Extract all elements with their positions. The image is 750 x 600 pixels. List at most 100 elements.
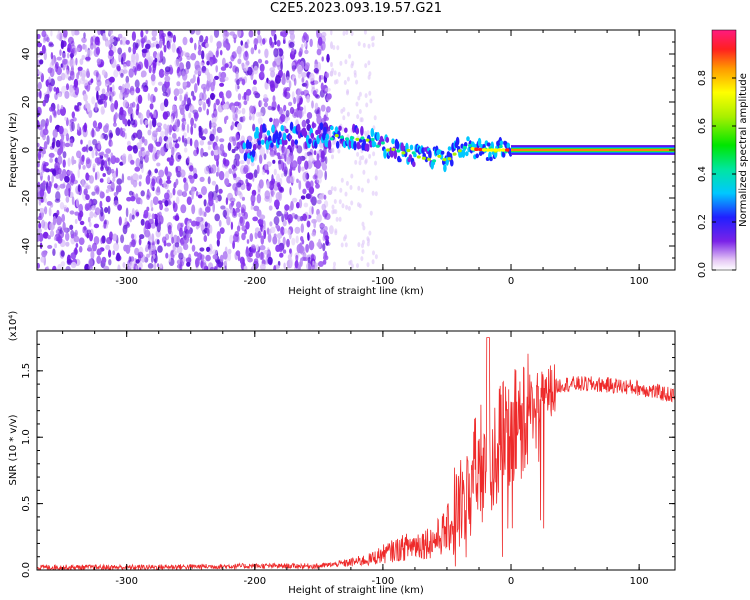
ridge-blob (255, 126, 259, 133)
noise-blob (285, 76, 290, 83)
noise-blob (333, 261, 336, 267)
noise-blob (101, 108, 106, 114)
ridge-blob (257, 140, 262, 145)
noise-blob (278, 107, 283, 115)
noise-blob (37, 42, 42, 48)
noise-blob (182, 81, 188, 87)
noise-blob (129, 213, 133, 223)
noise-blob (374, 175, 378, 181)
ridge-blob (370, 127, 375, 138)
noise-blob (69, 53, 75, 58)
noise-blob (97, 122, 103, 130)
noise-blob (94, 157, 100, 164)
noise-blob (130, 233, 135, 240)
noise-blob (64, 116, 67, 121)
noise-blob (172, 187, 176, 196)
noise-blob (150, 255, 154, 264)
noise-blob (236, 134, 240, 141)
noise-blob (113, 242, 120, 252)
noise-blob (43, 34, 49, 42)
noise-blob (241, 208, 246, 217)
noise-blob (215, 98, 220, 106)
noise-blob (219, 128, 223, 133)
noise-blob (253, 258, 259, 265)
ridge-hot-blob (447, 157, 452, 161)
noise-blob (162, 111, 169, 120)
noise-blob (341, 203, 345, 209)
noise-blob (71, 111, 76, 119)
noise-blob (346, 89, 350, 94)
noise-blob (99, 178, 104, 183)
noise-blob (263, 153, 267, 160)
noise-blob (131, 53, 136, 63)
noise-blob (232, 183, 238, 191)
noise-blob (152, 130, 158, 138)
noise-blob (127, 176, 132, 181)
noise-blob (41, 219, 46, 229)
noise-blob (274, 118, 280, 127)
noise-blob (333, 199, 337, 204)
noise-blob (344, 242, 348, 248)
noise-blob (42, 99, 46, 107)
noise-blob (179, 169, 186, 178)
noise-blob (74, 86, 80, 96)
noise-blob (54, 198, 61, 203)
noise-blob (167, 31, 172, 37)
noise-blob (103, 153, 109, 158)
noise-blob (356, 114, 360, 120)
ridge-blob (443, 164, 447, 173)
noise-blob (366, 178, 370, 184)
noise-blob (86, 229, 92, 235)
noise-blob (77, 102, 82, 107)
noise-blob (108, 49, 114, 57)
noise-blob (170, 115, 174, 124)
noise-blob (186, 220, 191, 231)
noise-blob (341, 126, 345, 132)
noise-blob (205, 98, 210, 105)
noise-blob (176, 189, 183, 197)
noise-blob (40, 198, 44, 203)
noise-blob (310, 254, 316, 262)
noise-blob (209, 266, 215, 270)
noise-blob (102, 173, 106, 177)
noise-blob (209, 133, 215, 142)
noise-blob (351, 60, 355, 66)
ridge-hot-blob (457, 149, 462, 153)
noise-blob (110, 181, 115, 192)
colorbar-ticks: 0.0 0.2 0.4 0.6 0.8 (697, 70, 736, 278)
noise-blob (145, 30, 149, 35)
noise-blob (320, 162, 327, 167)
noise-blob (371, 190, 375, 196)
noise-blob (150, 93, 155, 104)
noise-blob (150, 245, 157, 252)
noise-blob (235, 250, 241, 257)
noise-blob (249, 233, 254, 242)
noise-blob (253, 65, 259, 75)
noise-blob (171, 42, 176, 53)
noise-blob (194, 69, 198, 75)
noise-blob (42, 164, 47, 172)
noise-blob (106, 85, 110, 94)
noise-blob (289, 106, 295, 115)
noise-blob (225, 115, 229, 121)
ridge-hot-blob (468, 144, 472, 148)
noise-blob (64, 142, 71, 148)
noise-blob (122, 63, 127, 70)
ridge-blob (242, 142, 247, 150)
noise-blob (186, 229, 191, 239)
ridge-blob (395, 140, 400, 150)
noise-blob (115, 167, 119, 178)
noise-blob (199, 247, 205, 252)
noise-blob (176, 81, 181, 87)
noise-blob (257, 230, 262, 239)
ridge-blob (310, 132, 315, 139)
noise-blob (91, 191, 96, 196)
noise-blob (71, 121, 75, 132)
noise-blob (104, 207, 109, 213)
noise-blob (177, 88, 184, 95)
noise-blob (151, 30, 158, 38)
ridge-hot-blob (421, 156, 426, 160)
noise-blob (284, 267, 287, 270)
noise-blob (243, 91, 248, 101)
noise-blob (59, 173, 64, 182)
